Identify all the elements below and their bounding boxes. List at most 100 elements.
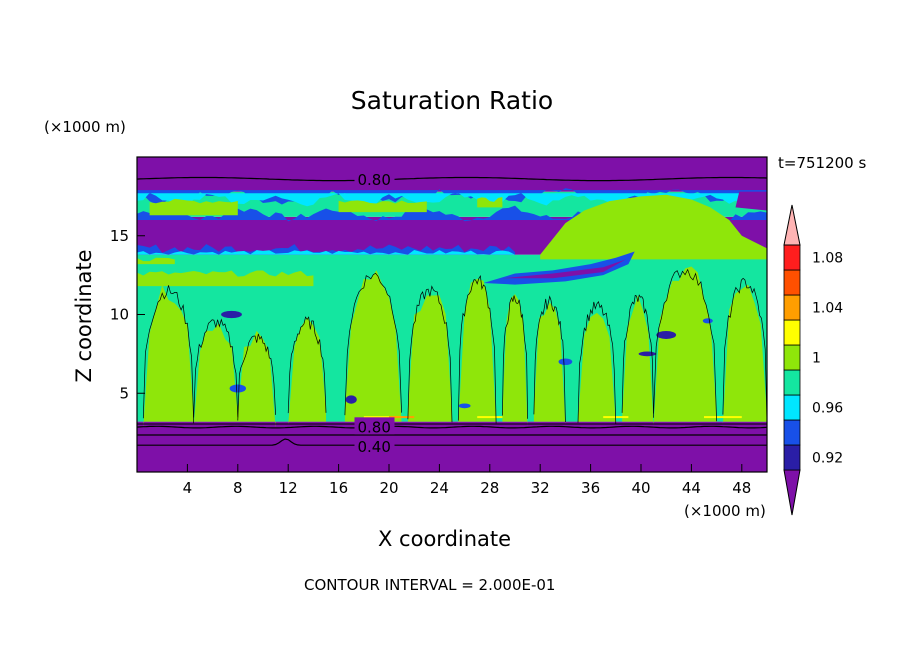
contour-lines (137, 176, 767, 446)
y-tick-label: 5 (119, 384, 129, 402)
dry-layer-cyan-edge (137, 250, 515, 255)
tower-outline-11 (621, 294, 654, 418)
tower-outline-3 (237, 333, 276, 421)
upper-green-patch-3 (477, 197, 503, 208)
cloud-tower-2 (193, 323, 238, 426)
blob-6 (638, 351, 657, 357)
cloud-tower-10 (578, 312, 616, 423)
cloud-tower-3 (237, 330, 276, 428)
tower-outline-8 (502, 295, 528, 419)
cloud-tower-4 (288, 317, 326, 426)
x-tick-label: 32 (531, 479, 550, 497)
blob-3 (458, 403, 471, 409)
tower-outline-10 (577, 301, 617, 425)
colorbar-segment (783, 419, 801, 446)
cloud-tower-5 (344, 270, 402, 423)
y-tick-label: 15 (110, 227, 129, 245)
blue-plume (483, 251, 635, 285)
contour-label-3: 0.40 (358, 438, 391, 456)
blob-2 (345, 395, 357, 404)
surface-streak-5 (704, 416, 742, 419)
upper-layer-cyan (137, 192, 767, 207)
x-axis-ticks: 4 8 12 16 20 24 28 32 36 40 44 48 (183, 464, 751, 497)
colorbar-label: 1.04 (812, 301, 843, 317)
blob-8 (221, 310, 242, 319)
surface-streak-1 (363, 416, 402, 419)
x-tick-label: 40 (631, 479, 650, 497)
purple-pocket (735, 191, 767, 211)
colorbar-segment (783, 269, 801, 296)
colorbar-extension-low (783, 469, 801, 516)
colorbar-segment (783, 369, 801, 396)
x-tick-label: 24 (430, 479, 449, 497)
green-sheet-left (137, 270, 314, 287)
contour-field (137, 157, 767, 472)
tower-outline-7 (457, 274, 497, 424)
cloud-tower-6 (407, 295, 452, 422)
contour-label-bg-2 (354, 417, 395, 435)
contour-label-bg-1 (354, 170, 395, 188)
colorbar-extension-high (783, 204, 801, 246)
cloud-tower-7 (458, 278, 497, 424)
tower-outline-13 (722, 277, 767, 424)
y-axis-ticks: 5 10 15 (110, 227, 145, 402)
tower-outline-2 (193, 318, 239, 418)
x-tick-label: 20 (379, 479, 398, 497)
contour-080-low (137, 425, 767, 429)
surface-streak-3 (477, 416, 503, 419)
time-label: t=751200 s (778, 154, 867, 172)
y-axis-unit: (×1000 m) (44, 118, 126, 136)
contour-label-bg-3 (354, 437, 395, 455)
colorbar-segment (783, 294, 801, 321)
cloud-tower-1 (143, 284, 194, 428)
y-tick-label: 10 (110, 306, 129, 324)
tower-outline-6 (407, 285, 453, 423)
cloud-tower-8 (502, 294, 528, 428)
x-axis-unit: (×1000 m) (684, 502, 766, 520)
x-tick-label: 44 (682, 479, 701, 497)
x-tick-label: 4 (183, 479, 193, 497)
contour-080-top (137, 176, 767, 182)
tower-outline-1 (142, 285, 195, 424)
cloud-tower-13 (722, 284, 767, 426)
colorbar: 0.92 0.96 1 1.04 1.08 (783, 204, 843, 516)
contour-label-1: 0.80 (358, 171, 391, 189)
tower-outline-4 (287, 316, 327, 414)
purple-plume (502, 259, 626, 279)
x-tick-label: 48 (732, 479, 751, 497)
tower-outline-12 (653, 268, 717, 422)
contour-040 (137, 438, 767, 446)
blob-4 (656, 330, 677, 339)
colorbar-label: 0.96 (812, 401, 843, 417)
x-tick-label: 16 (329, 479, 348, 497)
colorbar-segment (783, 319, 801, 346)
contour-labels: 0.80 0.80 0.40 (354, 170, 395, 456)
x-tick-label: 8 (233, 479, 243, 497)
band-stratosphere (137, 157, 767, 192)
colorbar-label: 1.08 (812, 251, 843, 267)
colorbar-segment (783, 394, 801, 421)
colorbar-segment (783, 244, 801, 271)
tower-outline-5 (344, 272, 402, 416)
x-tick-label: 36 (581, 479, 600, 497)
band-boundary-layer (137, 421, 767, 472)
surface-streak-2 (389, 416, 415, 419)
green-sheet-edge (137, 257, 175, 265)
upper-green-patch-1 (149, 198, 238, 216)
tower-outline-9 (533, 295, 566, 423)
x-axis-title: X coordinate (378, 527, 512, 551)
contour-interval-note: CONTOUR INTERVAL = 2.000E-01 (304, 576, 556, 594)
x-tick-label: 12 (279, 479, 298, 497)
contour-label-2: 0.80 (358, 418, 391, 436)
cloud-tower-11 (622, 295, 654, 425)
colorbar-segment (783, 344, 801, 371)
colorbar-segment (783, 444, 801, 471)
x-tick-label: 28 (480, 479, 499, 497)
chart-title: Saturation Ratio (350, 86, 554, 115)
colorbar-label: 1 (812, 351, 821, 367)
cloud-tower-12 (653, 266, 717, 427)
blob-1 (229, 384, 247, 393)
colorbar-label: 0.92 (812, 451, 843, 467)
blob-5 (702, 318, 713, 324)
